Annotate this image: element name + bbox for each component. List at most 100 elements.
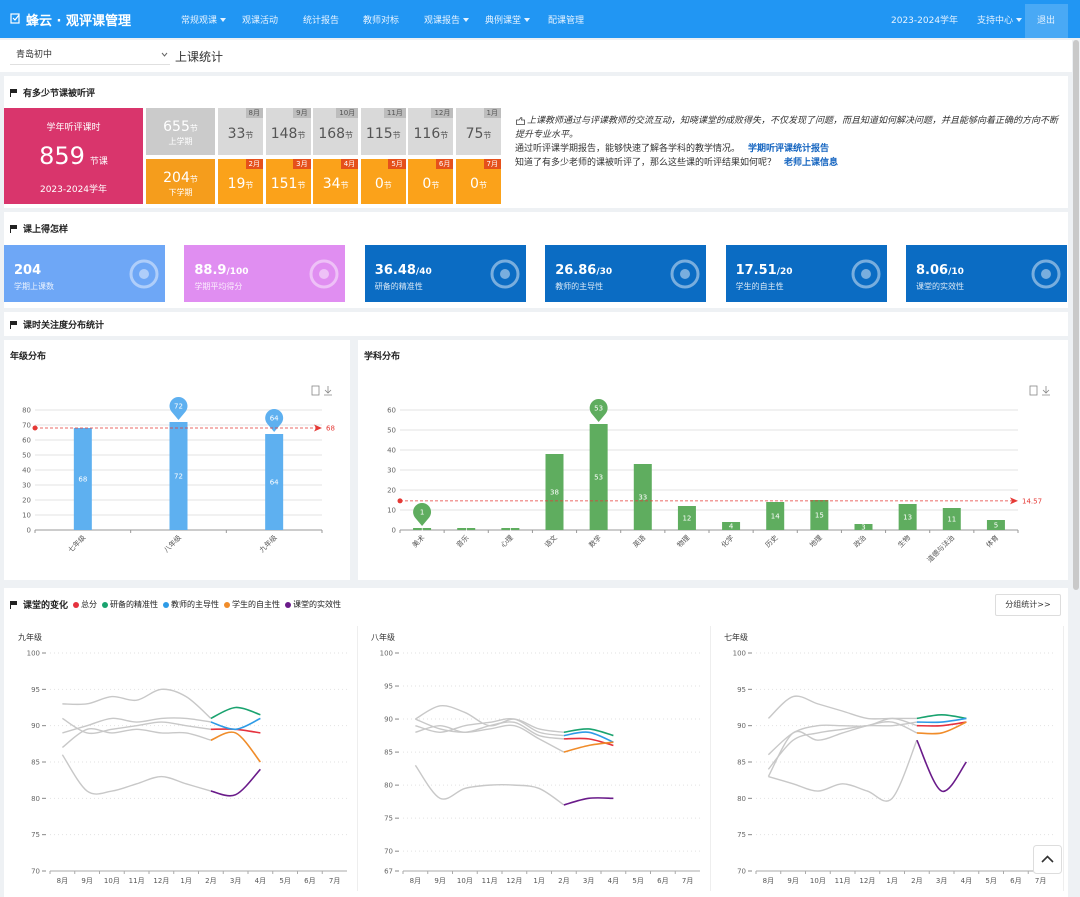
x-tick-label: 3月 xyxy=(230,877,241,885)
bar-value-label: 13 xyxy=(903,514,912,522)
chart: 九年级 70 75 80 85 90 95 100 8月 9月 10月 11月 12月 1月 2月 3月 4月 5… xyxy=(18,632,347,885)
lessons-heard-panel: 有多少节课被听评 学年听评课时 859 节课 2023-2024学年 655节 上学期 8月… xyxy=(4,76,1068,208)
brand[interactable]: 蜂云 · 观评课管理 xyxy=(26,14,131,29)
chart: 年级分布 0 10 20 30 40 50 60 70 80 68 七年级 72 八年级 72 64 九年级 64… xyxy=(10,350,335,554)
note-link[interactable]: 学期听评课统计报告 xyxy=(748,144,830,154)
download-icon xyxy=(324,386,332,396)
nav-item[interactable]: 配课管理 xyxy=(548,13,584,26)
legend-item: 研备的精准性 xyxy=(102,599,158,610)
y-tick-label: 70 xyxy=(384,848,393,856)
month-unit: 节 xyxy=(431,181,440,190)
bar-value-label: 3 xyxy=(861,524,865,532)
bar xyxy=(501,528,520,530)
semester-value: 655 xyxy=(163,119,190,135)
x-tick-label: 语文 xyxy=(543,533,559,549)
note: 知道了有多少老师的课被听评了，那么这些课的听评结果如何呢？ 老师上课信息 xyxy=(515,156,1060,170)
icon-dot xyxy=(319,269,330,279)
nav-item[interactable]: 常规观课 xyxy=(181,13,227,26)
chart: 八年级 67 70 75 80 85 90 95 100 8月 9月 10月 11月 12月 1月 2月 3月 4… xyxy=(371,632,700,885)
icon-ring xyxy=(851,259,881,289)
y-tick-label: 80 xyxy=(737,795,746,803)
group-stats-button[interactable]: 分组统计>> xyxy=(995,594,1061,616)
stat-label: 学期平均得分 xyxy=(194,282,243,291)
section-title-text: 课时关注度分布统计 xyxy=(23,321,105,331)
nav-right-item[interactable]: 2023-2024学年 xyxy=(891,13,958,26)
pin-marker xyxy=(169,396,188,420)
nav-item[interactable]: 教师对标 xyxy=(363,13,399,26)
nav-item-label: 配课管理 xyxy=(548,16,585,26)
y-tick-label: 90 xyxy=(384,716,393,724)
month-value: 151 xyxy=(270,176,298,192)
note-link[interactable]: 老师上课信息 xyxy=(784,158,839,168)
x-tick-label: 2月 xyxy=(558,877,569,885)
chart: 学科分布01020304050601美术11音乐1心理38语文53数学5333英… xyxy=(364,350,1050,564)
semester-label: 下学期 xyxy=(168,188,193,197)
x-tick-label: 9月 xyxy=(787,877,798,885)
nav-item[interactable]: 典例课堂 xyxy=(485,13,531,26)
pin-label: 1 xyxy=(420,509,424,517)
y-tick-label: 80 xyxy=(22,407,31,415)
x-tick-label: 八年级 xyxy=(162,533,183,554)
bar xyxy=(589,424,608,530)
note-text: 上课教师通过与评课教师的交流互动，知晓课堂的成败得失，不仅发现了问题，而且知道如… xyxy=(515,116,1059,140)
icon-ring xyxy=(1031,259,1061,289)
change-panel: 课堂的变化 总分 研备的精准性 教师的主导性 学生的自主性 课堂的实效性 分组统计>> 九… xyxy=(4,588,1068,897)
x-tick-label: 音乐 xyxy=(454,533,470,549)
line-chart-frame: 九年级 70 75 80 85 90 95 100 8月 9月 10月 11月 12月 1月 2月 3月 4月 5… xyxy=(12,626,358,891)
stat-icon xyxy=(670,259,700,289)
series-line xyxy=(916,721,967,727)
x-tick-label: 2月 xyxy=(911,877,922,885)
chart-title: 九年级 xyxy=(18,632,42,642)
legend-label: 课堂的实效性 xyxy=(293,600,342,609)
reference-line xyxy=(415,718,565,753)
month-tag: 11月 xyxy=(383,108,406,118)
stat-value-row: 204 xyxy=(14,259,41,278)
section-title-text: 课堂的变化 xyxy=(23,601,69,611)
stat-icon xyxy=(129,259,159,289)
bar xyxy=(942,508,961,530)
month-value: 0 xyxy=(422,176,432,192)
stat-card: 8.06/10 课堂的实效性 xyxy=(906,245,1067,302)
month-box: 5月 0节 xyxy=(360,159,406,204)
quality-panel: 课上得怎样 204 学期上课数 88.9/100 学期平均得分 36.48/40 研备的精… xyxy=(4,212,1068,308)
legend-swatch xyxy=(102,601,109,608)
legend-label: 研备的精准性 xyxy=(110,600,159,609)
nav-item[interactable]: 观课活动 xyxy=(242,13,278,26)
nav-right-item[interactable]: 退出 xyxy=(1037,13,1055,26)
series-line xyxy=(210,768,261,797)
x-tick-label: 8月 xyxy=(410,877,421,885)
nav-item[interactable]: 观课报告 xyxy=(424,13,470,26)
bar-value-label: 14 xyxy=(771,513,780,521)
bar xyxy=(854,524,873,530)
y-tick-label: 80 xyxy=(384,782,393,790)
icon-dot xyxy=(860,269,871,279)
series-line xyxy=(563,741,614,753)
top-nav: 蜂云 · 观评课管理 常规观课 观课活动 统计报告 教师对标 观课报告 典例课堂 配课管理 2… xyxy=(0,0,1080,38)
month-value: 33 xyxy=(227,126,246,142)
x-tick-label: 政治 xyxy=(852,533,868,549)
x-tick-label: 七年级 xyxy=(66,533,87,554)
series-line xyxy=(916,721,967,735)
legend-label: 教师的主导性 xyxy=(171,600,220,609)
x-tick-label: 道德与法治 xyxy=(925,533,956,564)
chart-title: 七年级 xyxy=(724,632,748,642)
month-box: 11月 115节 xyxy=(360,108,406,155)
month-unit: 节 xyxy=(297,181,306,190)
y-tick-label: 95 xyxy=(31,686,40,694)
x-tick-label: 11月 xyxy=(482,877,498,885)
nav-item[interactable]: 统计报告 xyxy=(303,13,339,26)
y-tick-label: 30 xyxy=(22,482,31,490)
section-title: 课堂的变化 总分 研备的精准性 教师的主导性 学生的自主性 课堂的实效性 xyxy=(10,598,341,611)
nav-right-item[interactable]: 支持中心 xyxy=(977,13,1023,26)
y-tick-label: 85 xyxy=(384,749,393,757)
note-icon xyxy=(516,116,525,125)
month-tag: 7月 xyxy=(483,159,501,169)
section-title-text: 课上得怎样 xyxy=(23,225,69,235)
nav-item-label: 教师对标 xyxy=(363,16,400,26)
back-to-top[interactable] xyxy=(1033,845,1062,874)
stat-value: 36.48 xyxy=(374,263,416,278)
y-tick-label: 75 xyxy=(737,831,746,839)
school-select[interactable]: 青岛初中 xyxy=(10,46,170,65)
bar-value-label: 33 xyxy=(638,494,647,502)
stat-value: 26.86 xyxy=(555,263,597,278)
